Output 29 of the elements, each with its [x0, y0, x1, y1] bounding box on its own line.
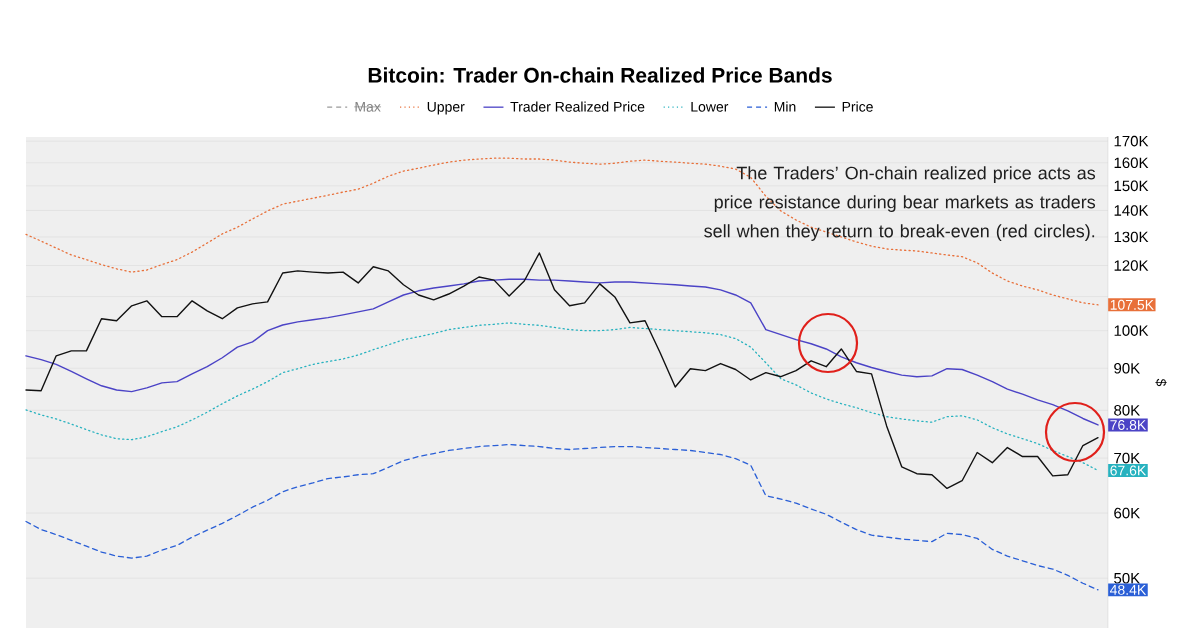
- line-series: [25, 322, 1099, 472]
- y-tick-label: 80K: [1114, 404, 1141, 416]
- y-tick-label: 160K: [1114, 157, 1149, 168]
- y-tick-label: 70K: [1114, 452, 1141, 464]
- legend-label: Upper: [427, 101, 465, 115]
- y-tick-label: 90K: [1114, 362, 1141, 374]
- data-label: 107.5K: [1110, 299, 1154, 310]
- legend-label: Max: [355, 101, 381, 112]
- line-series: [25, 157, 1099, 306]
- chart-title: Bitcoin: Trader On-chain Realized Price Bands: [368, 67, 832, 83]
- y-tick-label: 120K: [1114, 260, 1149, 271]
- legend-label: Trader Realized Price: [510, 101, 645, 112]
- data-label: 76.8K: [1110, 419, 1147, 430]
- y-tick-label: 140K: [1114, 205, 1149, 216]
- legend-label: Min: [774, 101, 796, 112]
- legend-label: Price: [842, 101, 873, 112]
- line-series: [25, 443, 1099, 591]
- y-tick-label: 170K: [1114, 135, 1149, 147]
- annotation: The Traders’ On-chain realized price acts as price resistance during bear markets as traders sell when they return to break-even (red circles).: [704, 166, 1096, 241]
- y-axis-title: $: [1155, 378, 1167, 387]
- line-series: [25, 252, 1099, 490]
- y-tick-label: 50K: [1114, 572, 1141, 584]
- y-tick-label: 60K: [1114, 507, 1141, 519]
- data-label: 67.6K: [1110, 465, 1147, 476]
- legend-label: Lower: [691, 101, 729, 112]
- y-tick-label: 100K: [1114, 325, 1149, 336]
- data-label: 48.4K: [1110, 584, 1147, 595]
- y-tick-label: 130K: [1114, 231, 1149, 243]
- y-tick-label: 150K: [1114, 180, 1149, 192]
